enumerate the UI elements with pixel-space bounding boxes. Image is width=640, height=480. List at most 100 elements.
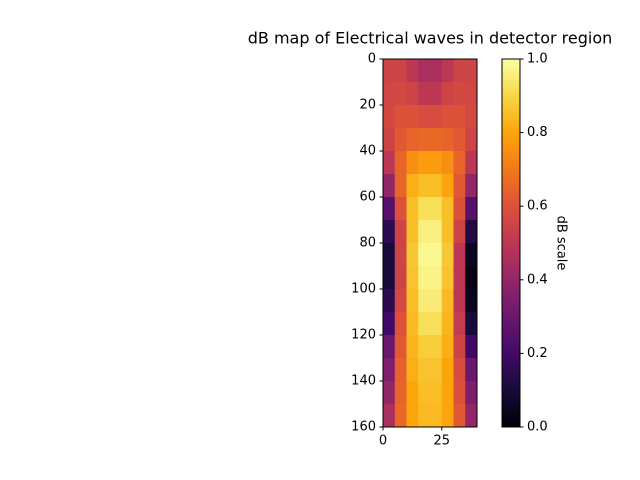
heat-cell bbox=[453, 197, 466, 221]
heat-cell bbox=[430, 59, 443, 83]
heat-cell bbox=[406, 174, 419, 198]
heat-cell bbox=[383, 174, 396, 198]
heat-cell bbox=[441, 289, 454, 313]
y-tick-label: 60 bbox=[359, 190, 376, 205]
heat-cell bbox=[465, 312, 478, 336]
heat-cell bbox=[441, 151, 454, 175]
colorbar-tick-label: 0.4 bbox=[527, 272, 548, 287]
heat-cell bbox=[406, 289, 419, 313]
heat-cell bbox=[453, 59, 466, 83]
heat-cell bbox=[465, 220, 478, 244]
heat-cell bbox=[394, 128, 407, 152]
heat-cell bbox=[441, 128, 454, 152]
y-tick-label: 160 bbox=[351, 420, 376, 435]
heat-cell bbox=[383, 312, 396, 336]
heat-cell bbox=[453, 289, 466, 313]
heat-cell bbox=[453, 358, 466, 382]
heat-cell bbox=[430, 220, 443, 244]
heat-cell bbox=[441, 174, 454, 198]
heat-cell bbox=[406, 128, 419, 152]
heat-cell bbox=[418, 266, 431, 290]
heat-cell bbox=[430, 174, 443, 198]
heat-cell bbox=[465, 243, 478, 267]
heat-cell bbox=[394, 289, 407, 313]
heat-cell bbox=[441, 197, 454, 221]
y-tick-label: 0 bbox=[368, 52, 376, 67]
heat-cell bbox=[453, 174, 466, 198]
colorbar-tick-label: 0.6 bbox=[527, 199, 548, 214]
colorbar-tick-label: 0.2 bbox=[527, 346, 548, 361]
heat-cell bbox=[418, 381, 431, 405]
heat-cell bbox=[465, 358, 478, 382]
heat-cell bbox=[394, 312, 407, 336]
heat-cell bbox=[406, 151, 419, 175]
heat-cell bbox=[430, 312, 443, 336]
heat-cell bbox=[453, 312, 466, 336]
heat-cell bbox=[465, 59, 478, 83]
heat-cell bbox=[418, 174, 431, 198]
heat-cell bbox=[383, 220, 396, 244]
heat-cell bbox=[383, 358, 396, 382]
heat-cell bbox=[394, 243, 407, 267]
colorbar-label: dB scale bbox=[554, 216, 569, 271]
heat-cell bbox=[418, 105, 431, 129]
colorbar-tick-label: 1.0 bbox=[527, 52, 548, 67]
heat-cell bbox=[453, 151, 466, 175]
heat-cell bbox=[394, 220, 407, 244]
heat-cell bbox=[394, 381, 407, 405]
heat-cell bbox=[406, 105, 419, 129]
heat-cell bbox=[453, 82, 466, 106]
heat-cell bbox=[430, 404, 443, 428]
heat-cell bbox=[453, 381, 466, 405]
y-tick-label: 100 bbox=[351, 282, 376, 297]
heat-cell bbox=[430, 335, 443, 359]
heat-cell bbox=[465, 128, 478, 152]
heat-cell bbox=[453, 404, 466, 428]
heat-cell bbox=[383, 105, 396, 129]
y-tick-label: 40 bbox=[359, 144, 376, 159]
heat-cell bbox=[441, 59, 454, 83]
heat-cell bbox=[453, 128, 466, 152]
heat-cell bbox=[383, 381, 396, 405]
heat-cell bbox=[430, 289, 443, 313]
heat-cell bbox=[430, 381, 443, 405]
heat-cell bbox=[383, 151, 396, 175]
heat-cell bbox=[406, 335, 419, 359]
heat-cell bbox=[441, 381, 454, 405]
heat-cell bbox=[406, 358, 419, 382]
heat-cell bbox=[418, 335, 431, 359]
heat-cell bbox=[394, 197, 407, 221]
heat-cell bbox=[383, 404, 396, 428]
chart-title: dB map of Electrical waves in detector r… bbox=[248, 29, 613, 48]
heat-cell bbox=[441, 404, 454, 428]
heat-cell bbox=[406, 59, 419, 83]
heat-cell bbox=[418, 128, 431, 152]
heat-cell bbox=[465, 335, 478, 359]
heat-cell bbox=[418, 197, 431, 221]
heat-cell bbox=[418, 358, 431, 382]
heat-cell bbox=[453, 220, 466, 244]
heat-cell bbox=[394, 151, 407, 175]
heat-cell bbox=[418, 151, 431, 175]
heat-cell bbox=[453, 243, 466, 267]
y-tick-label: 140 bbox=[351, 374, 376, 389]
heat-cell bbox=[465, 381, 478, 405]
heat-cell bbox=[383, 266, 396, 290]
heat-cell bbox=[430, 358, 443, 382]
heat-cell bbox=[430, 82, 443, 106]
heat-cell bbox=[453, 105, 466, 129]
heat-cell bbox=[394, 105, 407, 129]
heat-cell bbox=[465, 105, 478, 129]
heat-cell bbox=[465, 266, 478, 290]
heat-cell bbox=[465, 289, 478, 313]
y-tick-label: 80 bbox=[359, 236, 376, 251]
heat-cell bbox=[430, 197, 443, 221]
heat-cell bbox=[465, 151, 478, 175]
colorbar bbox=[501, 58, 521, 428]
heat-cell bbox=[394, 404, 407, 428]
colorbar-tick-label: 0.8 bbox=[527, 125, 548, 140]
heat-cell bbox=[418, 289, 431, 313]
heat-cell bbox=[383, 197, 396, 221]
heat-cell bbox=[383, 59, 396, 83]
